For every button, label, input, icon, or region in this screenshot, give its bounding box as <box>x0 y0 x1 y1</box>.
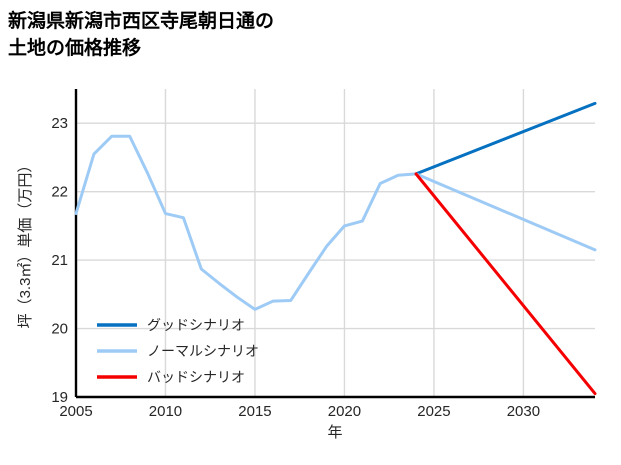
x-tick-label: 2010 <box>149 403 182 420</box>
series-layer <box>74 101 597 396</box>
x-axis-title: 年 <box>327 424 342 441</box>
x-tick-label: 2030 <box>507 403 540 420</box>
y-tick-label: 21 <box>51 252 68 269</box>
page-title: 新潟県新潟市西区寺尾朝日通の 土地の価格推移 <box>8 11 275 59</box>
y-tick-label: 22 <box>51 184 68 201</box>
x-tick-label: 2005 <box>59 403 92 420</box>
y-tick-label: 19 <box>51 389 68 406</box>
x-tick-label: 2020 <box>328 403 361 420</box>
series-line <box>74 134 597 311</box>
x-tick-label: 2015 <box>238 403 271 420</box>
y-tick-label: 23 <box>51 115 68 132</box>
plot-background <box>76 89 595 397</box>
legend-label: バッドシナリオ <box>147 369 245 385</box>
x-tick-labels: 2005 2010 2015 2020 2025 2030 <box>59 403 540 420</box>
y-tick-label: 20 <box>51 321 68 338</box>
series-line <box>414 101 597 176</box>
legend-label: ノーマルシナリオ <box>147 343 259 359</box>
series-line <box>414 172 597 396</box>
x-tick-label: 2025 <box>417 403 450 420</box>
legend-label: グッドシナリオ <box>147 317 245 333</box>
y-tick-labels: 19 20 21 22 23 <box>51 115 68 406</box>
y-axis-title: 坪（3.3㎡）単価（万円） <box>17 158 34 329</box>
